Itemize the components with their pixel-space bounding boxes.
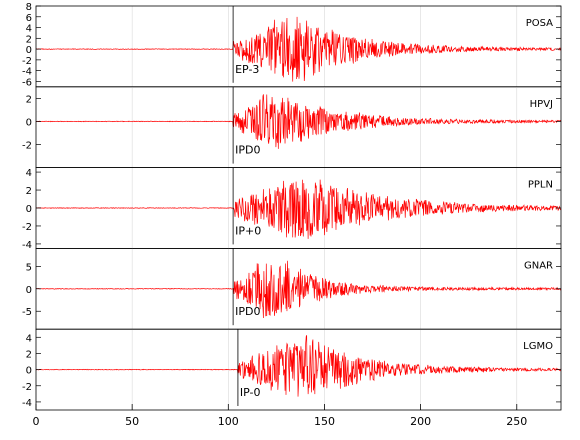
- y-tick-label: 0: [26, 45, 32, 56]
- y-tick-label: 6: [26, 13, 32, 24]
- y-tick-label: 0: [26, 366, 32, 377]
- panel-hpvj: IPD0 HPVJ -2 0 2: [22, 86, 562, 169]
- waveform-hpvj: [35, 94, 562, 149]
- station-label: HPVJ: [530, 99, 553, 110]
- y-tick-label: -5: [22, 307, 32, 318]
- y-tick-label: 5: [26, 262, 32, 273]
- station-label: GNAR: [524, 260, 553, 271]
- y-tick-label: 0: [26, 117, 32, 128]
- waveform-posa: [35, 16, 562, 82]
- y-tick-label: -6: [22, 77, 32, 88]
- y-tick-label: 2: [26, 34, 32, 45]
- y-tick-label: 0: [26, 285, 32, 296]
- station-label: PPLN: [528, 180, 553, 191]
- y-tick-label: 4: [26, 333, 32, 344]
- panels-group: EP-3POSA-6-4-202468IPD0HPVJ-202IP+0PPLN-…: [22, 2, 562, 411]
- panel-gnar: IPD0 GNAR -5 0 5: [22, 247, 562, 330]
- station-label: LGMO: [523, 341, 553, 352]
- panel-frame: [35, 86, 562, 169]
- waveform-gnar: [35, 260, 562, 319]
- x-tick-label: 250: [506, 415, 527, 428]
- pick-label: IPD0: [235, 144, 260, 157]
- station-label: POSA: [526, 18, 553, 29]
- waveform-ppln: [35, 179, 562, 239]
- panel-ppln: IP+0 PPLN -4 -2 0 2 4: [22, 167, 562, 251]
- x-tick-label: 200: [410, 415, 431, 428]
- pick-label: EP-3: [235, 63, 259, 76]
- y-tick-label: 2: [26, 186, 32, 197]
- x-axis: 0 50 100 150 200 250: [33, 404, 527, 428]
- y-tick-label: 2: [26, 94, 32, 105]
- x-tick-label: 0: [33, 415, 40, 428]
- pick-label: IP-0: [240, 386, 261, 399]
- y-tick-label: -2: [22, 56, 32, 67]
- x-tick-label: 100: [218, 415, 239, 428]
- y-tick-label: -2: [22, 141, 32, 152]
- y-tick-label: -4: [22, 67, 32, 78]
- waveform-lgmo: [35, 335, 562, 397]
- y-tick-label: 4: [26, 168, 32, 179]
- y-tick-label: -4: [22, 398, 32, 409]
- y-tick-label: -2: [22, 382, 32, 393]
- pick-label: IP+0: [235, 224, 261, 237]
- panel-lgmo: IP-0 LGMO -4 -2 0 2 4: [22, 328, 562, 411]
- y-tick-label: 4: [26, 24, 32, 35]
- panel-frame: [35, 328, 562, 411]
- x-tick-label: 150: [314, 415, 335, 428]
- y-tick-label: 0: [26, 204, 32, 215]
- y-tick-label: 2: [26, 349, 32, 360]
- x-tick-label: 50: [125, 415, 139, 428]
- y-tick-label: 8: [26, 2, 32, 13]
- y-tick-label: -2: [22, 222, 32, 233]
- pick-label: IPD0: [235, 305, 260, 318]
- y-tick-label: -4: [22, 240, 32, 251]
